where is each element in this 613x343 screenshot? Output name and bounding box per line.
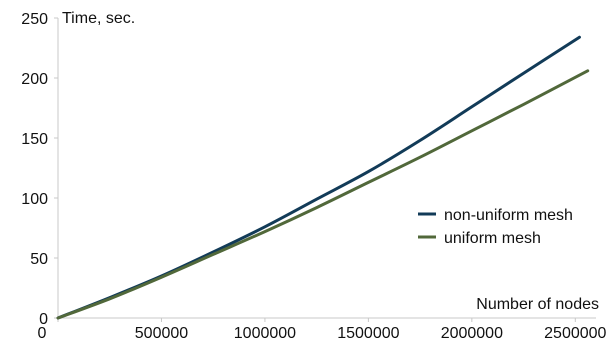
x-tick-label: 0 (38, 325, 47, 342)
y-tick-label: 250 (21, 11, 48, 28)
x-tick-label: 2000000 (441, 325, 503, 342)
y-tick-label: 50 (30, 251, 48, 268)
y-tick-label: 200 (21, 71, 48, 88)
y-tick-label: 0 (39, 311, 48, 328)
x-tick-label: 500000 (135, 325, 188, 342)
legend-label: non-uniform mesh (444, 207, 573, 224)
legend: non-uniform mesh uniform mesh (418, 207, 573, 247)
y-ticks: 0 50 100 150 200 250 (21, 11, 58, 328)
axes (57, 18, 596, 319)
x-tick-label: 2500000 (544, 325, 606, 342)
series-layer (56, 35, 590, 320)
x-ticks: 0 500000 1000000 1500000 2000000 2500000 (38, 318, 607, 342)
x-axis-title: Number of nodes (476, 296, 599, 313)
series-line-non-uniform-mesh (56, 35, 581, 320)
x-tick-label: 1000000 (234, 325, 296, 342)
y-axis-title: Time, sec. (62, 10, 135, 27)
legend-label: uniform mesh (444, 230, 541, 247)
y-tick-label: 100 (21, 191, 48, 208)
x-tick-label: 1500000 (337, 325, 399, 342)
y-tick-label: 150 (21, 131, 48, 148)
series-line-uniform-mesh (56, 69, 590, 320)
